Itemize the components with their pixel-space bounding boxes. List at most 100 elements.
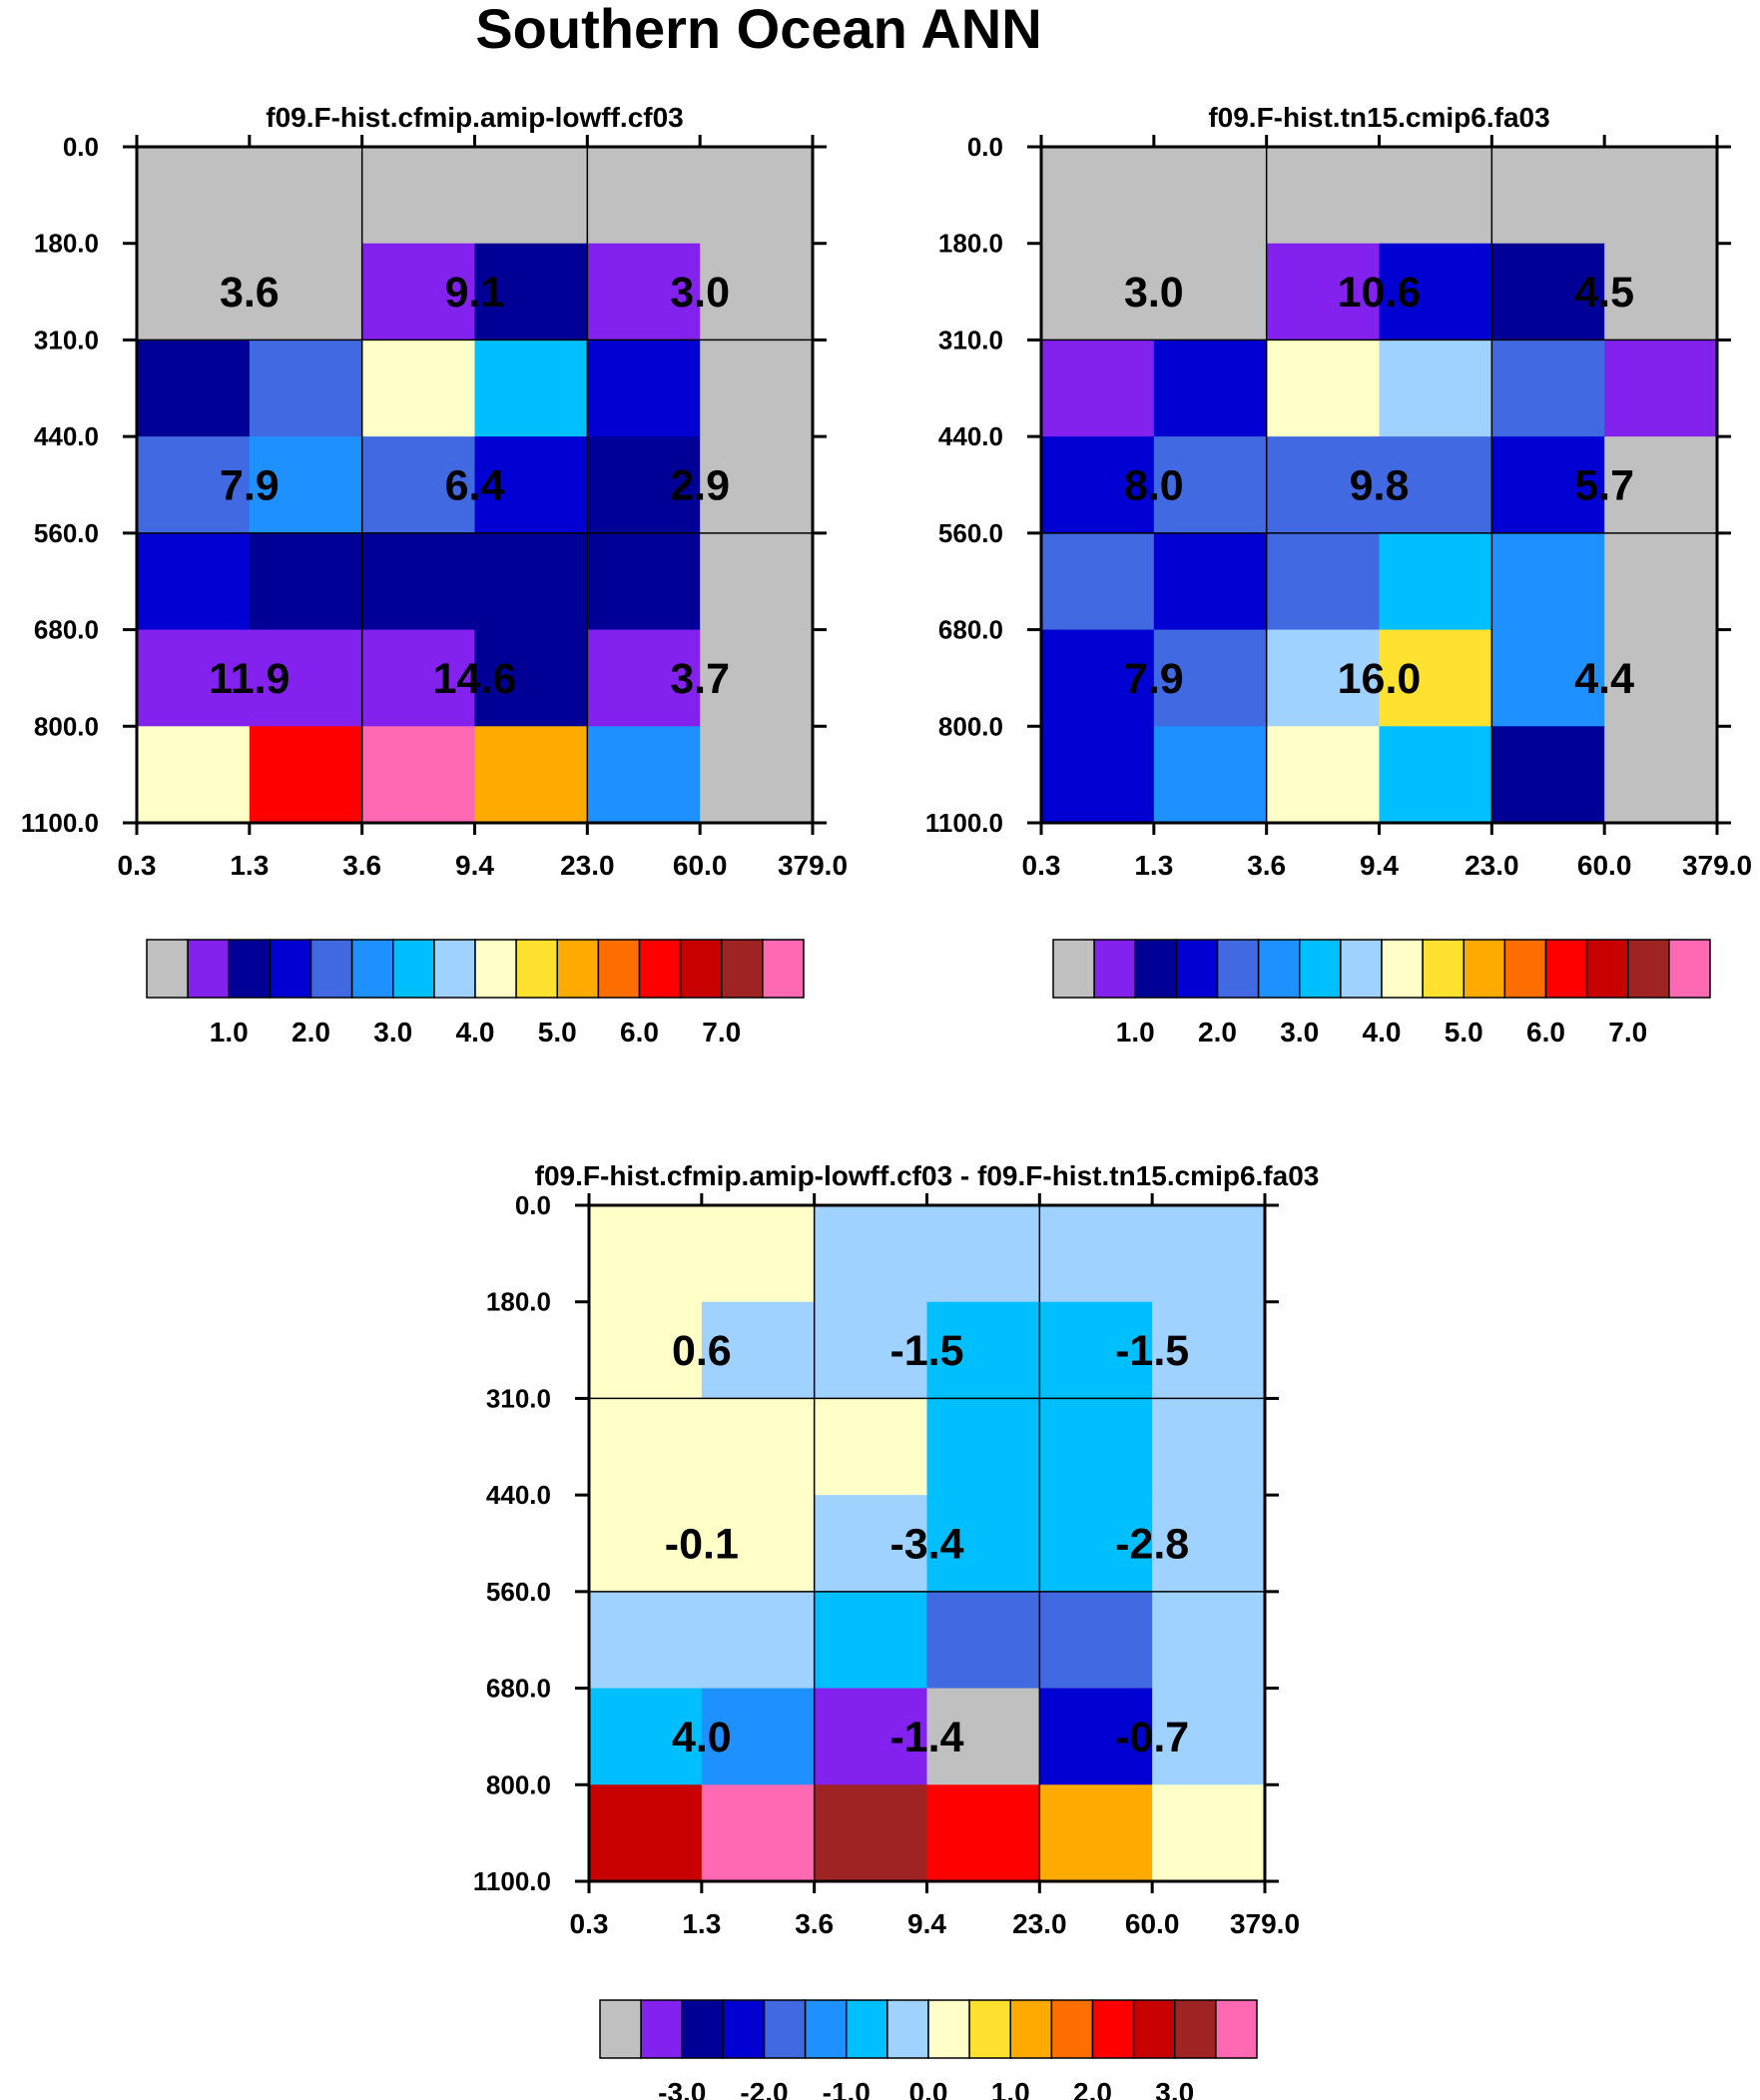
panel-title: f09.F-hist.cfmip.amip-lowff.cf03 <box>266 102 684 133</box>
heatmap-cell <box>1379 726 1492 824</box>
cell-value-label: 0.6 <box>672 1327 732 1375</box>
colorbar-swatch <box>679 939 723 999</box>
heatmap-cell <box>1152 1688 1266 1785</box>
heatmap-cell <box>587 243 701 342</box>
heatmap-cell <box>926 1495 1040 1593</box>
colorbar-swatch <box>722 1999 766 2059</box>
y-tick-label: 1100.0 <box>21 808 99 838</box>
colorbar-swatch <box>927 1999 970 2059</box>
heatmap-cell <box>926 1205 1040 1303</box>
colorbar-swatch <box>968 1999 1011 2059</box>
heatmap-cell <box>587 340 701 437</box>
x-tick-label: 3.6 <box>342 850 381 881</box>
colorbar-swatch <box>146 939 189 999</box>
cell-value-label: -1.5 <box>889 1327 963 1375</box>
colorbar-label: 5.0 <box>538 1017 577 1048</box>
colorbar-swatch <box>1340 939 1383 999</box>
x-tick-label: 60.0 <box>1577 850 1632 881</box>
heatmap-cell <box>1152 1784 1266 1882</box>
colorbar-label: 4.0 <box>456 1017 495 1048</box>
heatmap-cell <box>1039 1495 1153 1593</box>
heatmap-cell <box>249 629 363 727</box>
colorbar-label: -3.0 <box>658 2077 706 2100</box>
heatmap-cell <box>814 1398 928 1496</box>
heatmap-cell <box>1491 147 1605 245</box>
colorbar-swatch <box>1052 939 1095 999</box>
colorbar-swatch <box>350 939 394 999</box>
heatmap-cell <box>1152 1205 1266 1303</box>
x-tick-label: 9.4 <box>1360 850 1399 881</box>
cell-value-label: -1.5 <box>1115 1327 1189 1375</box>
heatmap-cell <box>1266 243 1381 342</box>
heatmap-cell <box>1041 629 1155 727</box>
y-tick-label: 680.0 <box>486 1674 551 1704</box>
x-tick-label: 0.3 <box>1022 850 1061 881</box>
heatmap-cell <box>1152 1398 1266 1496</box>
heatmap-cell <box>1266 726 1381 824</box>
heatmap-cell <box>1266 436 1381 534</box>
cell-value-label: 14.6 <box>433 655 517 703</box>
x-tick-label: 379.0 <box>1682 850 1752 881</box>
colorbar-label: 3.0 <box>1280 1017 1319 1048</box>
heatmap-cell <box>700 436 814 534</box>
heatmap-cell <box>1491 436 1605 534</box>
cell-value-label: -2.8 <box>1115 1521 1189 1569</box>
x-tick-label: 3.6 <box>1247 850 1286 881</box>
heatmap-cell <box>1152 1591 1266 1690</box>
colorbar-swatch <box>721 939 764 999</box>
cell-value-label: 7.9 <box>220 462 280 510</box>
y-tick-label: 310.0 <box>34 325 99 354</box>
cell-value-label: -1.4 <box>889 1714 963 1761</box>
colorbar-swatch <box>515 939 558 999</box>
colorbar-swatch <box>1585 939 1629 999</box>
heatmap-cell <box>1266 629 1381 727</box>
heatmap-cell <box>589 1398 703 1496</box>
cell-value-label: 11.9 <box>209 655 290 703</box>
y-tick-label: 180.0 <box>486 1287 551 1317</box>
heatmap-cell <box>587 532 701 631</box>
heatmap-cell <box>1379 629 1492 727</box>
heatmap-cell <box>1379 436 1492 534</box>
heatmap-cell <box>249 243 363 342</box>
heatmap-panel-3: f09.F-hist.cfmip.amip-lowff.cf03 - f09.F… <box>473 1160 1319 2100</box>
colorbar-swatch <box>1299 939 1342 999</box>
colorbar-label: 1.0 <box>991 2077 1030 2100</box>
heatmap-cell <box>1041 436 1155 534</box>
colorbar-swatch <box>1503 939 1547 999</box>
heatmap-cell <box>589 1688 703 1785</box>
colorbar-swatch <box>1257 939 1301 999</box>
x-tick-label: 379.0 <box>778 850 848 881</box>
cell-value-label: 9.8 <box>1350 462 1410 510</box>
colorbar-label: 4.0 <box>1363 1017 1402 1048</box>
heatmap-cell <box>589 1591 703 1690</box>
heatmap-cell <box>1379 532 1492 631</box>
heatmap-cell <box>1039 1591 1153 1690</box>
heatmap-cell <box>1153 436 1268 534</box>
heatmap-cell <box>1491 629 1605 727</box>
colorbar: -3.0 -2.0 -1.0 0.0 1.0 2.0 3.0 <box>599 1999 1258 2100</box>
heatmap-cell <box>1153 340 1268 437</box>
heatmap-cell <box>1604 340 1718 437</box>
y-tick-label: 1100.0 <box>925 808 1003 838</box>
heatmap-cell <box>137 243 251 342</box>
y-tick-label: 310.0 <box>486 1383 551 1413</box>
y-tick-label: 440.0 <box>34 421 99 451</box>
heatmap-cell <box>1379 340 1492 437</box>
cell-value-label: -0.7 <box>1115 1714 1189 1761</box>
x-tick-label: 23.0 <box>1012 1908 1067 1939</box>
colorbar-swatch <box>1175 939 1219 999</box>
colorbar-swatch <box>1174 1999 1217 2059</box>
y-tick-label: 800.0 <box>34 711 99 741</box>
heatmap-cell <box>700 147 814 245</box>
heatmap-cell <box>1604 147 1718 245</box>
y-tick-label: 560.0 <box>938 518 1003 548</box>
heatmap-cell <box>1153 243 1268 342</box>
heatmap-cell <box>137 340 251 437</box>
heatmap-cell <box>1041 532 1155 631</box>
heatmap-cell <box>814 1495 928 1593</box>
heatmap-cell <box>701 1301 816 1400</box>
heatmap-cell <box>474 532 588 631</box>
heatmap-cell <box>814 1205 928 1303</box>
colorbar-swatch <box>1463 939 1506 999</box>
x-tick-label: 379.0 <box>1230 1908 1300 1939</box>
